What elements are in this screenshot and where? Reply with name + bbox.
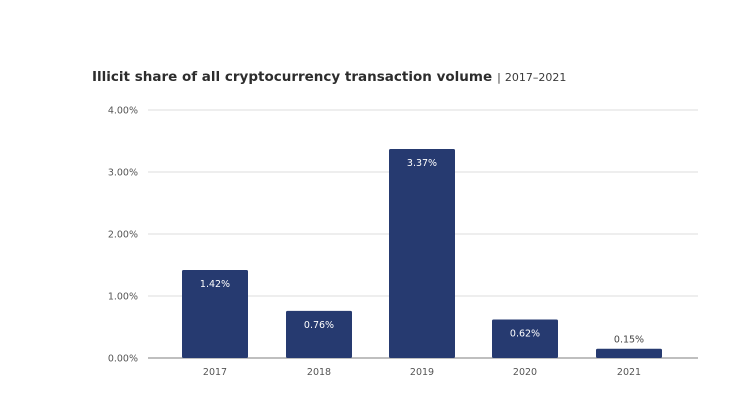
y-tick-label: 0.00% <box>108 354 138 365</box>
y-tick-label: 2.00% <box>108 230 138 241</box>
x-tick-label: 2019 <box>410 367 434 378</box>
chart-title: Illicit share of all cryptocurrency tran… <box>92 69 566 85</box>
x-tick-label: 2018 <box>307 367 331 378</box>
bar-2020 <box>492 319 558 358</box>
x-tick-label: 2020 <box>513 367 537 378</box>
bar-2017 <box>182 269 248 358</box>
data-label: 0.62% <box>510 329 540 340</box>
data-label: 0.15% <box>614 335 644 346</box>
y-tick-label: 4.00% <box>108 106 138 117</box>
data-label: 1.42% <box>200 279 230 290</box>
y-tick-label: 1.00% <box>108 292 138 303</box>
x-tick-label: 2017 <box>203 367 227 378</box>
data-label: 3.37% <box>407 158 437 169</box>
bar-2018 <box>286 310 352 358</box>
x-tick-label: 2021 <box>617 367 641 378</box>
data-label: 0.76% <box>304 320 334 331</box>
y-tick-label: 3.00% <box>108 168 138 179</box>
bar-2019 <box>389 149 455 358</box>
bar-2021 <box>596 348 662 358</box>
